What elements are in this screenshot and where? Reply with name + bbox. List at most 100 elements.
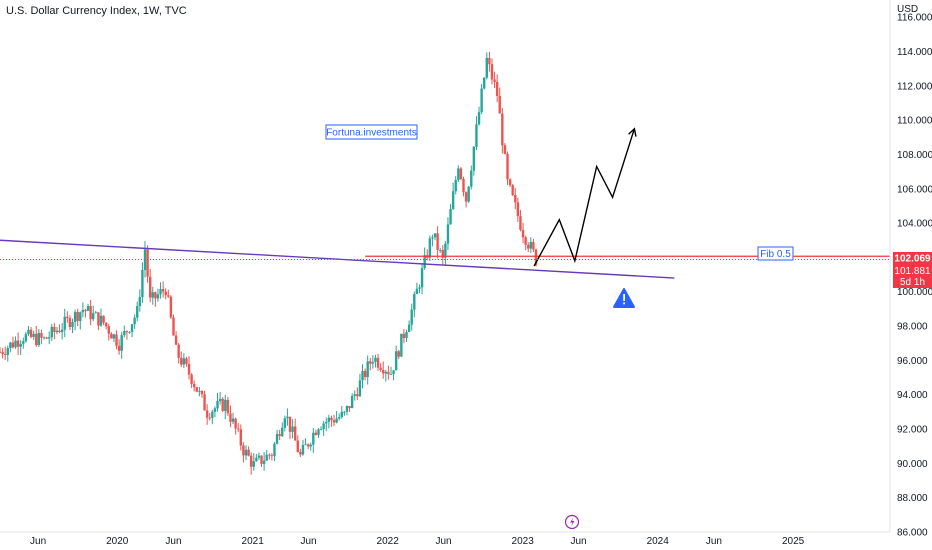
candle-body — [441, 249, 444, 258]
price-tick-label: 98.000 — [897, 322, 928, 333]
candle-body — [397, 351, 400, 357]
candle-body — [19, 343, 22, 347]
candle-body — [42, 337, 46, 339]
price-tick-label: 100.000 — [897, 287, 932, 298]
candle-body — [97, 312, 100, 326]
candle-body — [92, 313, 95, 320]
candle-body — [387, 371, 390, 375]
candle-body — [415, 288, 419, 295]
candle-body — [449, 209, 452, 225]
lightning-event-icon[interactable] — [564, 514, 580, 530]
time-tick-label: 2024 — [647, 536, 670, 547]
svg-text:5d 1h: 5d 1h — [900, 277, 925, 288]
candle-body — [107, 326, 110, 334]
candle-body — [84, 309, 87, 311]
candle-body — [293, 426, 297, 441]
candle-body — [180, 357, 183, 365]
candle-body — [0, 351, 2, 353]
candle-body — [123, 331, 126, 336]
candle-body — [159, 289, 162, 295]
candle-body — [444, 243, 447, 258]
candle-body — [252, 461, 255, 467]
candle-body — [231, 418, 235, 422]
candle-body — [249, 455, 253, 467]
candle-body — [314, 432, 318, 435]
candle-body — [141, 270, 144, 298]
candle-body — [182, 358, 186, 365]
price-tick-label: 94.000 — [897, 390, 928, 401]
candle-body — [211, 411, 214, 418]
candle-body — [138, 297, 142, 307]
candle-body — [340, 411, 343, 418]
candle-body — [457, 168, 460, 180]
candle-body — [356, 394, 359, 397]
candle-body — [503, 145, 507, 154]
alert-warning-icon[interactable] — [613, 288, 635, 308]
candle-body — [296, 440, 299, 452]
candle-body — [239, 429, 243, 446]
candle-body — [366, 361, 369, 378]
candle-body — [244, 449, 248, 456]
candle-body — [24, 334, 28, 342]
candle-body — [490, 64, 494, 80]
candle-body — [143, 249, 147, 271]
candle-body — [164, 291, 167, 296]
candle-body — [278, 434, 281, 437]
candle-body — [325, 421, 328, 424]
price-tick-label: 108.000 — [897, 150, 932, 161]
candle-body — [361, 370, 364, 381]
candle-body — [374, 357, 377, 363]
candle-body — [477, 112, 481, 125]
candle-body — [45, 337, 48, 339]
time-tick-label: 2020 — [106, 536, 129, 547]
candle-body — [485, 57, 488, 78]
candle-body — [242, 445, 245, 456]
candle-body — [394, 351, 398, 371]
price-tick-label: 92.000 — [897, 425, 928, 436]
candle-body — [402, 333, 406, 339]
time-tick-label: Jun — [30, 536, 46, 547]
price-tick-label: 112.000 — [897, 81, 932, 92]
candle-body — [335, 418, 338, 423]
candle-body — [60, 329, 64, 333]
candle-body — [128, 332, 131, 333]
candle-body — [247, 449, 250, 456]
candle-body — [534, 249, 538, 265]
candle-body — [47, 337, 51, 339]
candle-body — [306, 444, 310, 447]
candle-body — [226, 399, 230, 414]
candle-body — [190, 374, 193, 384]
candle-body — [133, 317, 136, 325]
candle-body — [262, 460, 266, 464]
candle-body — [348, 406, 351, 409]
candle-body — [511, 185, 514, 196]
candle-body — [102, 315, 105, 323]
candle-body — [330, 417, 333, 421]
candle-body — [451, 191, 455, 210]
candle-body — [493, 79, 496, 82]
candle-body — [193, 383, 196, 388]
time-tick-label: 2021 — [242, 536, 265, 547]
candle-body — [156, 294, 160, 299]
candle-body — [9, 342, 12, 349]
last-price-badge: 101.881 5d 1h — [893, 264, 932, 288]
candle-body — [198, 390, 201, 392]
candle-body — [498, 95, 501, 114]
candle-body — [420, 268, 424, 288]
candle-body — [286, 416, 289, 419]
candle-body — [462, 179, 465, 193]
candle-body — [363, 370, 367, 378]
candle-body — [136, 306, 139, 318]
candle-body — [488, 57, 491, 65]
candle-body — [480, 88, 483, 113]
time-axis[interactable]: Jun 2020 Jun 2021 Jun 2022 Jun 2023 Jun 2024 Jun 20… — [30, 536, 805, 547]
candle-body — [89, 306, 92, 320]
overlays-layer — [0, 127, 890, 279]
svg-text:Fortuna.investments: Fortuna.investments — [326, 128, 417, 139]
candle-body — [161, 289, 165, 292]
candle-body — [291, 426, 294, 432]
candle-body — [208, 417, 211, 419]
candle-body — [94, 312, 98, 314]
price-tick-label: 116.000 — [897, 13, 932, 24]
